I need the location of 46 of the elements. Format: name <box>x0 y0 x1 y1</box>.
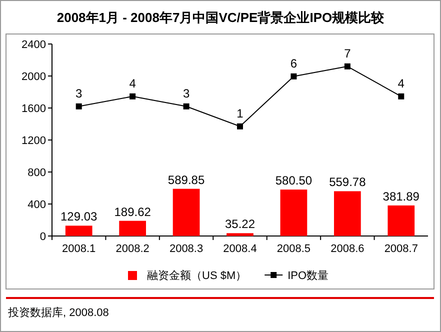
point <box>183 103 190 110</box>
data-label: 7 <box>344 46 352 60</box>
bar <box>280 190 308 236</box>
y-tick-label: 2000 <box>22 71 46 83</box>
y-tick-label: 1600 <box>22 103 46 115</box>
point <box>237 123 243 130</box>
y-tick-label: 1200 <box>22 135 46 147</box>
bar <box>119 220 146 236</box>
x-tick-label: 2008.7 <box>384 243 418 255</box>
x-tick-label: 2008.5 <box>276 243 311 255</box>
data-label: 3 <box>76 86 83 100</box>
legend-label: 融资金额（US $M） <box>147 269 247 282</box>
y-tick-label: 0 <box>40 231 46 243</box>
bar <box>226 233 254 236</box>
data-label: 4 <box>398 76 405 90</box>
x-tick-label: 2008.1 <box>62 243 96 255</box>
bar <box>172 188 200 236</box>
x-tick-label: 2008.4 <box>223 243 257 255</box>
bar <box>334 191 361 236</box>
text: 投资数据库, 2008.08 <box>7 306 109 319</box>
point <box>290 73 297 80</box>
data-label: 35.22 <box>224 217 256 232</box>
legend-label: IPO数量 <box>288 270 329 282</box>
chart-title: 2008年1月 - 2008年7月中国VC/PE背景企业IPO规模比较 <box>56 10 386 25</box>
point <box>398 93 404 100</box>
data-label: 129.03 <box>60 210 98 224</box>
y-tick-label: 400 <box>28 199 46 211</box>
data-label: 559.78 <box>329 175 366 190</box>
x-tick-label: 2008.2 <box>116 243 150 255</box>
data-label: 381.89 <box>382 189 420 204</box>
data-label: 4 <box>129 76 136 90</box>
bar <box>388 205 415 236</box>
y-tick-label: 2400 <box>22 39 46 51</box>
point <box>344 63 350 70</box>
data-label: 589.85 <box>168 172 205 187</box>
data-label: 189.62 <box>114 204 152 219</box>
point <box>76 103 82 110</box>
x-tick-label: 2008.6 <box>330 243 364 255</box>
data-label: 1 <box>236 106 244 120</box>
bar <box>65 226 92 236</box>
point <box>130 93 136 100</box>
data-label: 3 <box>182 86 190 100</box>
data-label: 6 <box>290 56 298 70</box>
x-tick-label: 2008.3 <box>169 243 204 255</box>
data-label: 580.50 <box>275 174 312 188</box>
y-tick-label: 800 <box>28 167 46 179</box>
